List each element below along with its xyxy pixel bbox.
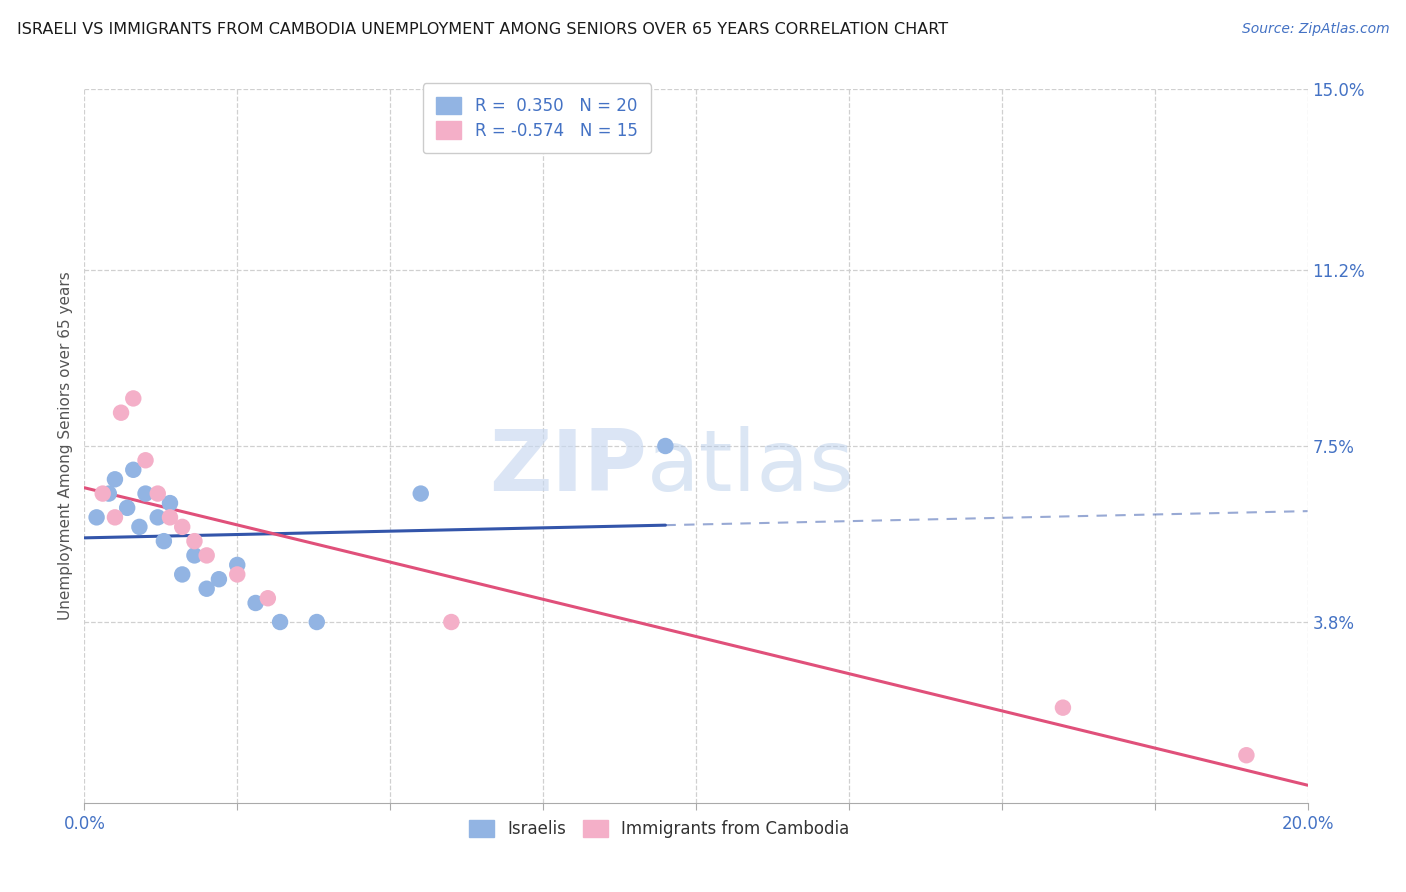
- Point: [208, 572, 231, 586]
- Point: [183, 534, 205, 549]
- Point: [440, 615, 463, 629]
- Point: [226, 558, 249, 572]
- Point: [195, 549, 218, 563]
- Point: [245, 596, 267, 610]
- Point: [153, 534, 176, 549]
- Point: [110, 406, 132, 420]
- Point: [269, 615, 291, 629]
- Text: ISRAELI VS IMMIGRANTS FROM CAMBODIA UNEMPLOYMENT AMONG SENIORS OVER 65 YEARS COR: ISRAELI VS IMMIGRANTS FROM CAMBODIA UNEM…: [17, 22, 948, 37]
- Point: [146, 510, 169, 524]
- Point: [122, 392, 145, 406]
- Text: ZIP: ZIP: [489, 425, 647, 509]
- Point: [183, 549, 205, 563]
- Point: [104, 510, 127, 524]
- Point: [115, 500, 138, 515]
- Point: [257, 591, 280, 606]
- Point: [1236, 748, 1258, 763]
- Y-axis label: Unemployment Among Seniors over 65 years: Unemployment Among Seniors over 65 years: [58, 272, 73, 620]
- Point: [135, 486, 157, 500]
- Point: [91, 486, 114, 500]
- Point: [86, 510, 108, 524]
- Point: [97, 486, 120, 500]
- Text: atlas: atlas: [647, 425, 855, 509]
- Point: [172, 567, 194, 582]
- Point: [122, 463, 145, 477]
- Point: [305, 615, 328, 629]
- Point: [159, 496, 181, 510]
- Point: [1052, 700, 1074, 714]
- Point: [409, 486, 432, 500]
- Point: [128, 520, 150, 534]
- Point: [104, 472, 127, 486]
- Point: [654, 439, 676, 453]
- Point: [135, 453, 157, 467]
- Point: [226, 567, 249, 582]
- Point: [146, 486, 169, 500]
- Point: [195, 582, 218, 596]
- Text: Source: ZipAtlas.com: Source: ZipAtlas.com: [1241, 22, 1389, 37]
- Point: [159, 510, 181, 524]
- Point: [172, 520, 194, 534]
- Legend: Israelis, Immigrants from Cambodia: Israelis, Immigrants from Cambodia: [463, 813, 856, 845]
